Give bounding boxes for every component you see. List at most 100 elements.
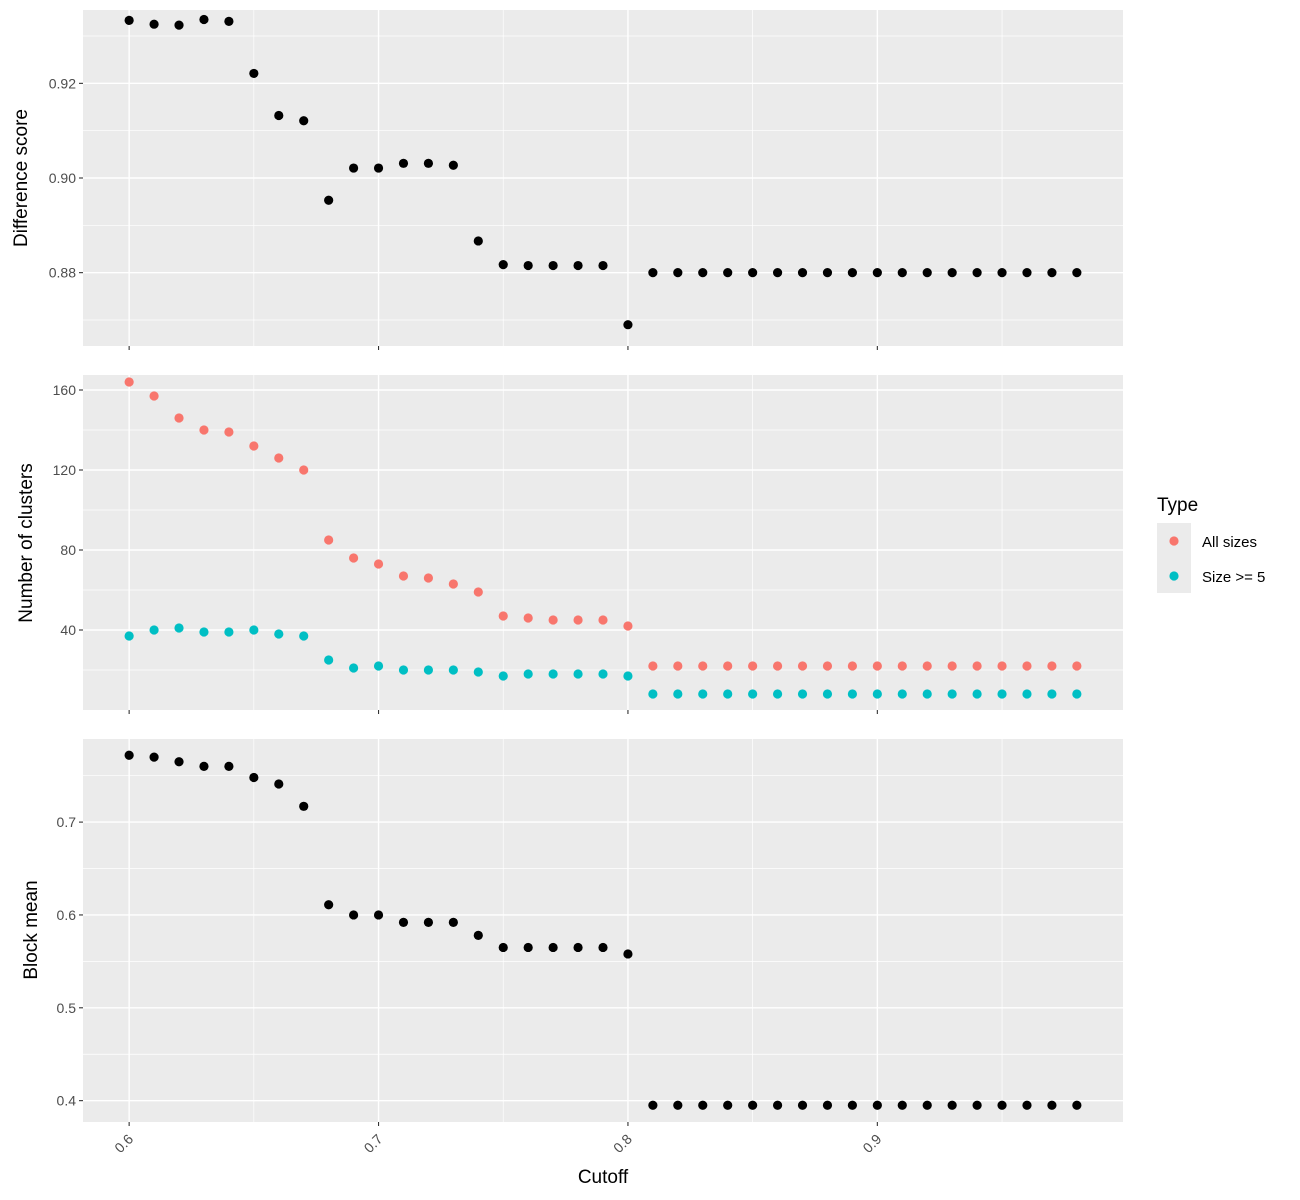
- data-point: [373, 910, 384, 920]
- data-point: [423, 158, 434, 168]
- data-point: [847, 689, 858, 699]
- x-tick-label: 0.8: [610, 1131, 635, 1156]
- data-point: [723, 689, 733, 699]
- data-point: [598, 669, 608, 679]
- data-point: [274, 779, 284, 789]
- data-point: [673, 661, 683, 671]
- data-point: [1047, 1100, 1057, 1110]
- legend-key: [1169, 536, 1179, 546]
- panel-1: 0.88 0.90 0.92 Difference score: [11, 10, 1123, 350]
- data-point: [498, 260, 508, 270]
- data-point: [249, 441, 259, 451]
- data-point: [972, 689, 982, 699]
- data-point: [274, 629, 284, 639]
- data-point: [448, 160, 458, 170]
- data-point: [772, 661, 783, 671]
- data-point: [748, 689, 758, 699]
- data-point: [224, 761, 234, 771]
- x-axis: Cutoff 0.6 0.7 0.8 0.9: [111, 1131, 884, 1188]
- data-point: [748, 268, 758, 278]
- data-point: [648, 661, 658, 671]
- data-point: [1022, 689, 1032, 699]
- y-tick-label: 0.5: [57, 1000, 77, 1016]
- data-point: [698, 661, 708, 671]
- data-point: [498, 942, 508, 953]
- data-point: [373, 559, 384, 569]
- data-point: [822, 689, 833, 699]
- data-point: [573, 260, 583, 271]
- data-point: [373, 163, 384, 173]
- data-point: [224, 627, 234, 637]
- data-point: [224, 427, 234, 437]
- data-point: [324, 195, 334, 205]
- data-point: [573, 615, 583, 625]
- data-point: [922, 661, 932, 671]
- data-point: [149, 752, 159, 762]
- data-point: [548, 260, 558, 271]
- data-point: [299, 631, 309, 641]
- data-point: [947, 268, 957, 278]
- panels: 0.88 0.90 0.92 Difference score 40 80 120 160 Nu…: [11, 10, 1123, 1126]
- data-point: [523, 669, 533, 679]
- data-point: [199, 627, 209, 637]
- data-point: [124, 750, 134, 760]
- legend-key-background: [1157, 523, 1191, 593]
- data-point: [847, 268, 858, 278]
- data-point: [847, 661, 858, 671]
- data-point: [847, 1100, 858, 1110]
- data-point: [972, 661, 982, 671]
- data-point: [947, 689, 957, 699]
- data-point: [174, 757, 184, 767]
- data-point: [648, 689, 658, 699]
- data-point: [748, 661, 758, 671]
- data-point: [1072, 689, 1082, 699]
- y-tick-label: 40: [60, 622, 76, 638]
- data-point: [398, 665, 409, 675]
- panel-background: [83, 739, 1123, 1122]
- data-point: [997, 689, 1007, 699]
- data-point: [922, 1100, 932, 1110]
- data-point: [748, 1100, 758, 1110]
- data-point: [972, 268, 982, 278]
- data-point: [673, 689, 683, 699]
- data-point: [922, 268, 932, 278]
- data-point: [324, 535, 334, 545]
- data-point: [897, 661, 907, 671]
- data-point: [1072, 661, 1082, 671]
- data-point: [872, 1100, 882, 1110]
- data-point: [448, 917, 458, 927]
- data-point: [149, 19, 159, 29]
- y-tick-label: 0.88: [49, 265, 76, 281]
- data-point: [473, 930, 483, 940]
- data-point: [673, 1100, 683, 1110]
- data-point: [623, 949, 633, 959]
- data-point: [623, 320, 633, 330]
- data-point: [348, 910, 359, 920]
- data-point: [299, 465, 309, 475]
- data-point: [398, 571, 409, 581]
- data-point: [648, 1100, 658, 1110]
- data-point: [523, 260, 533, 271]
- y-tick-label: 160: [53, 382, 77, 398]
- data-point: [199, 14, 209, 25]
- data-point: [872, 689, 882, 699]
- data-point: [623, 671, 633, 681]
- data-point: [274, 110, 284, 121]
- data-point: [797, 268, 808, 278]
- data-point: [1022, 661, 1032, 671]
- data-point: [398, 917, 409, 927]
- data-point: [797, 689, 808, 699]
- data-point: [548, 942, 558, 953]
- data-point: [673, 268, 683, 278]
- y-axis-title: Block mean: [21, 880, 42, 979]
- data-point: [398, 158, 409, 168]
- data-point: [772, 268, 783, 278]
- data-point: [249, 772, 259, 783]
- legend: Type All sizes Size >= 5: [1157, 495, 1265, 593]
- data-point: [274, 453, 284, 463]
- data-point: [448, 665, 458, 675]
- data-point: [124, 15, 134, 26]
- data-point: [897, 1100, 907, 1110]
- data-point: [299, 801, 309, 811]
